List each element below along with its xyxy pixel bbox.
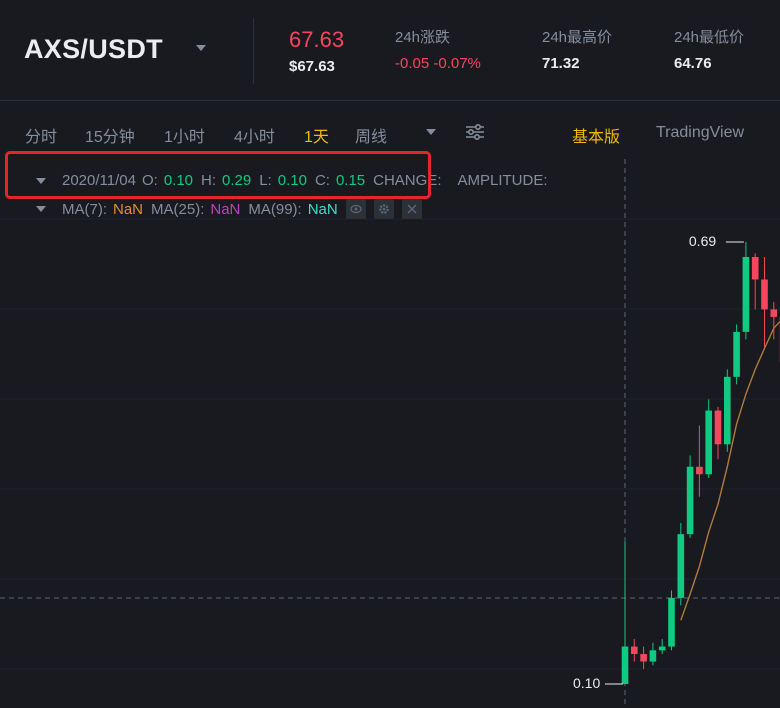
legend-ma99-value: NaN bbox=[307, 200, 338, 218]
legend-change-label: CHANGE: bbox=[373, 172, 442, 189]
candle-body bbox=[649, 650, 657, 662]
chart-grid bbox=[0, 218, 780, 670]
crosshair bbox=[0, 159, 780, 708]
view-tradingview-tab[interactable]: TradingView bbox=[656, 124, 745, 141]
candle-body bbox=[677, 534, 685, 598]
gear-icon[interactable] bbox=[373, 199, 394, 219]
market-header: AXS/USDT 67.63 $67.63 24h涨跌 -0.05 -0.07%… bbox=[0, 0, 780, 101]
candle-body bbox=[761, 279, 768, 310]
interval-1h[interactable]: 1小时 bbox=[164, 129, 205, 146]
legend-ma25-value: NaN bbox=[210, 200, 241, 218]
pair-dropdown-caret-icon[interactable] bbox=[196, 45, 206, 51]
candle-body bbox=[724, 376, 731, 445]
interval-1d[interactable]: 1天 bbox=[304, 129, 329, 146]
candle-body bbox=[640, 654, 647, 662]
candle-body bbox=[658, 646, 666, 651]
candle-body bbox=[751, 256, 759, 280]
interval-15m[interactable]: 15分钟 bbox=[85, 129, 135, 146]
legend-close-label: C: bbox=[314, 172, 330, 189]
view-basic-tab[interactable]: 基本版 bbox=[572, 129, 621, 146]
legend-high-value: 0.29 bbox=[222, 172, 252, 189]
stat-value-high: 71.32 bbox=[542, 55, 580, 72]
interval-1w[interactable]: 周线 bbox=[355, 129, 388, 146]
eye-icon[interactable] bbox=[345, 199, 366, 219]
legend-ma99-label: MA(99): bbox=[248, 200, 302, 218]
indicator-settings-icon[interactable] bbox=[465, 124, 485, 140]
candle-body bbox=[668, 597, 675, 647]
stat-label-high: 24h最高价 bbox=[542, 29, 613, 46]
legend-high-label: H: bbox=[201, 172, 217, 189]
candle-body bbox=[631, 646, 638, 655]
ma7-line bbox=[680, 320, 780, 621]
legend-close-value: 0.15 bbox=[335, 172, 366, 189]
last-price-usd: $67.63 bbox=[289, 58, 335, 75]
trading-pair[interactable]: AXS/USDT bbox=[24, 34, 163, 64]
candlestick-chart[interactable]: 0.69 0.10 bbox=[0, 159, 780, 708]
legend-ma7-value: NaN bbox=[113, 200, 144, 218]
last-price: 67.63 bbox=[289, 27, 345, 52]
legend-low-label: L: bbox=[259, 172, 272, 189]
close-icon[interactable] bbox=[401, 199, 422, 219]
candle-body bbox=[621, 646, 629, 684]
legend-amplitude-label: AMPLITUDE: bbox=[457, 172, 548, 189]
legend-ma7-label: MA(7): bbox=[62, 200, 107, 218]
ma-collapse-icon[interactable] bbox=[36, 206, 46, 212]
stat-label-change: 24h涨跌 bbox=[395, 29, 451, 46]
ma-legend: MA(7): NaN MA(25): NaN MA(99): NaN bbox=[36, 199, 430, 219]
candle-body bbox=[733, 331, 740, 377]
candle-body bbox=[696, 466, 703, 475]
stat-value-change: -0.05 -0.07% bbox=[395, 55, 481, 72]
candle-body bbox=[742, 256, 750, 332]
legend-date: 2020/11/04 bbox=[62, 172, 136, 189]
stat-value-low: 64.76 bbox=[674, 55, 712, 72]
min-price-label: 0.10 bbox=[573, 675, 601, 691]
legend-low-value: 0.10 bbox=[277, 172, 307, 189]
chart-canvas[interactable] bbox=[0, 159, 780, 708]
candles bbox=[621, 242, 780, 684]
candle-body bbox=[714, 410, 722, 445]
legend-ma25-label: MA(25): bbox=[151, 200, 205, 218]
chart-toolbar: 分时 15分钟 1小时 4小时 1天 周线 基本版 TradingView bbox=[0, 101, 780, 159]
candle-body bbox=[686, 466, 694, 535]
extreme-markers bbox=[605, 241, 744, 685]
ohlc-legend: 2020/11/04 O: 0.10 H: 0.29 L: 0.10 C: 0.… bbox=[36, 172, 554, 189]
stat-label-low: 24h最低价 bbox=[674, 29, 745, 46]
more-intervals-caret-icon[interactable] bbox=[426, 129, 436, 135]
ma-lines bbox=[680, 320, 780, 621]
interval-time-sharing[interactable]: 分时 bbox=[25, 129, 58, 146]
interval-4h[interactable]: 4小时 bbox=[234, 129, 275, 146]
max-price-label: 0.69 bbox=[688, 233, 717, 249]
candle-body bbox=[705, 410, 712, 475]
ohlc-collapse-icon[interactable] bbox=[36, 177, 46, 184]
legend-open-label: O: bbox=[141, 172, 158, 189]
legend-open-value: 0.10 bbox=[163, 172, 194, 189]
candle-body bbox=[770, 309, 778, 317]
header-divider bbox=[253, 18, 254, 84]
